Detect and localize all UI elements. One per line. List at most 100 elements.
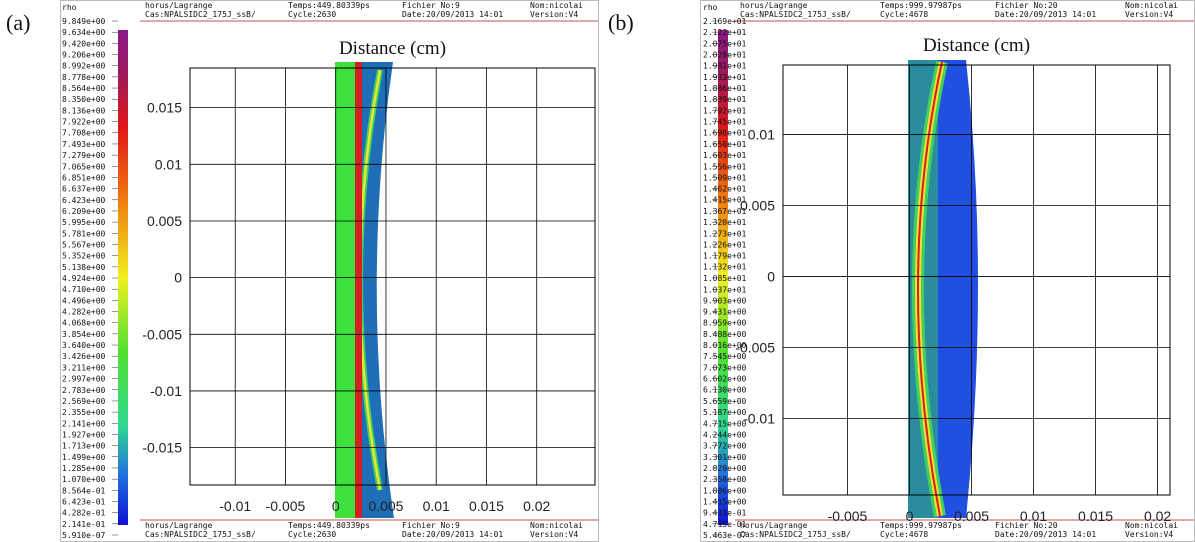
header-text: Temps:449.80339ps xyxy=(288,1,370,10)
colorbar-tick-label: 6.602e+00 xyxy=(703,375,747,384)
colorbar-tick-label: 1.509e+01 xyxy=(703,173,747,182)
x-tick-label: 0.015 xyxy=(1078,508,1113,524)
footer-text: Fichier No:20 xyxy=(995,521,1058,530)
colorbar xyxy=(118,30,128,525)
y-tick-label: 0 xyxy=(174,270,182,286)
colorbar-tick-label: 1.070e+00 xyxy=(62,475,106,484)
colorbar-tick-label: 6.209e+00 xyxy=(62,207,106,216)
colorbar-tick-label: 1.886e+00 xyxy=(703,486,747,495)
footer-text: Cycle:2630 xyxy=(288,530,336,539)
colorbar-tick-label: 2.028e+01 xyxy=(703,50,747,59)
colorbar-tick-label: 5.138e+00 xyxy=(62,263,106,272)
colorbar-tick-label: 1.226e+01 xyxy=(703,240,747,249)
x-tick-label: 0 xyxy=(332,498,340,514)
colorbar-tick-label: 1.927e+00 xyxy=(62,430,106,439)
field-front xyxy=(917,61,943,517)
colorbar-tick-label: 4.715e+00 xyxy=(703,419,747,428)
colorbar-tick-label: 2.169e+01 xyxy=(703,17,747,26)
colorbar-tick-label: 5.567e+00 xyxy=(62,240,106,249)
field-region xyxy=(935,60,978,518)
colorbar-tick-label: 5.995e+00 xyxy=(62,218,106,227)
colorbar-tick-label: 9.206e+00 xyxy=(62,51,106,60)
x-tick-label: 0.015 xyxy=(469,498,504,514)
header-text: Fichier No:20 xyxy=(995,1,1058,10)
y-tick-label: -0.005 xyxy=(142,326,182,342)
colorbar-tick-label: 8.992e+00 xyxy=(62,62,106,71)
colorbar-tick-label: 4.244e+00 xyxy=(703,430,747,439)
footer-text: Temps:999.97987ps xyxy=(880,521,962,530)
colorbar-tick-label: 8.778e+00 xyxy=(62,73,106,82)
colorbar-tick-label: 6.130e+00 xyxy=(703,386,747,395)
header-text: Temps:999.97987ps xyxy=(880,1,962,10)
colorbar-tick-label: 1.713e+00 xyxy=(62,442,106,451)
colorbar-tick-label: 1.273e+01 xyxy=(703,229,747,238)
footer-text: horus/Lagrange xyxy=(145,521,213,530)
colorbar-tick-label: 7.065e+00 xyxy=(62,162,106,171)
density-field xyxy=(908,60,978,518)
colorbar-tick-label: 6.637e+00 xyxy=(62,185,106,194)
colorbar-tick-label: 7.545e+00 xyxy=(703,352,747,361)
colorbar-tick-label: 1.320e+01 xyxy=(703,218,747,227)
colorbar-tick-label: 5.910e-07 xyxy=(62,531,106,540)
x-tick-label: -0.005 xyxy=(828,508,868,524)
x-tick-label: 0 xyxy=(906,508,914,524)
colorbar-tick-label: 5.463e-07 xyxy=(703,531,747,540)
colorbar-tick-label: 1.037e+01 xyxy=(703,285,747,294)
density-field xyxy=(335,62,394,518)
y-tick-label: -0.005 xyxy=(735,339,775,355)
colorbar-tick-label: 3.301e+00 xyxy=(703,453,747,462)
colorbar-tick-label: 1.285e+00 xyxy=(62,464,106,473)
colorbar-tick-label: 8.016e+00 xyxy=(703,341,747,350)
footer-text: Temps:449.80339ps xyxy=(288,521,370,530)
header-text: Fichier No:9 xyxy=(402,1,460,10)
plot-border xyxy=(189,67,596,486)
panel-label: (b) xyxy=(608,10,634,35)
header-text: Date:20/09/2013 14:01 xyxy=(995,10,1096,19)
colorbar-tick-label: 2.358e+00 xyxy=(703,475,747,484)
header-text: Date:20/09/2013 14:01 xyxy=(402,10,503,19)
y-tick-label: 0.005 xyxy=(147,213,182,229)
axis-title: Distance (cm) xyxy=(339,38,446,59)
y-tick-label: 0.005 xyxy=(740,197,775,213)
y-tick-label: 0 xyxy=(767,268,775,284)
colorbar-tick-label: 8.959e+00 xyxy=(703,319,747,328)
header-text: Version:V4 xyxy=(530,10,578,19)
colorbar-tick-label: 8.564e-01 xyxy=(62,486,106,495)
colorbar-tick-label: 2.122e+01 xyxy=(703,28,747,37)
colorbar-tick-label: 4.715e-01 xyxy=(703,520,747,529)
colorbar-tick-label: 9.420e+00 xyxy=(62,39,106,48)
colorbar-tick-label: 4.068e+00 xyxy=(62,319,106,328)
x-tick-label: -0.005 xyxy=(266,498,306,514)
colorbar-tick-label: 2.569e+00 xyxy=(62,397,106,406)
footer-text: Cas:NPALSIDC2_175J_ssB/ xyxy=(145,530,256,539)
header-text: horus/Lagrange xyxy=(740,1,808,10)
colorbar-tick-label: 9.903e+00 xyxy=(703,296,747,305)
x-tick-label: 0.005 xyxy=(954,508,989,524)
header-text: Cycle:4678 xyxy=(880,10,928,19)
colorbar-tick-label: 7.708e+00 xyxy=(62,129,106,138)
x-tick-label: -0.01 xyxy=(219,498,251,514)
colorbar xyxy=(718,30,728,525)
colorbar-tick-label: 1.839e+01 xyxy=(703,95,747,104)
y-tick-label: 0.015 xyxy=(147,100,182,116)
colorbar-tick-label: 9.431e+00 xyxy=(703,308,747,317)
colorbar-tick-label: 5.659e+00 xyxy=(703,397,747,406)
colorbar-title: rho xyxy=(62,3,77,12)
colorbar-tick-label: 7.279e+00 xyxy=(62,151,106,160)
footer-text: Cycle:4678 xyxy=(880,530,928,539)
colorbar-tick-label: 7.493e+00 xyxy=(62,140,106,149)
colorbar-tick-label: 4.710e+00 xyxy=(62,285,106,294)
colorbar-tick-label: 7.073e+00 xyxy=(703,363,747,372)
y-tick-label: 0.01 xyxy=(155,156,182,172)
colorbar-tick-label: 8.350e+00 xyxy=(62,95,106,104)
field-region xyxy=(362,62,394,518)
header-text: Nom:nicolai xyxy=(530,1,583,10)
colorbar-tick-label: 2.783e+00 xyxy=(62,386,106,395)
x-tick-label: 0.01 xyxy=(423,498,450,514)
header-text: Nom:nicolai xyxy=(1125,1,1178,10)
colorbar-tick-label: 1.499e+00 xyxy=(62,453,106,462)
x-tick-label: 0.01 xyxy=(1020,508,1047,524)
footer-text: Version:V4 xyxy=(1125,530,1173,539)
